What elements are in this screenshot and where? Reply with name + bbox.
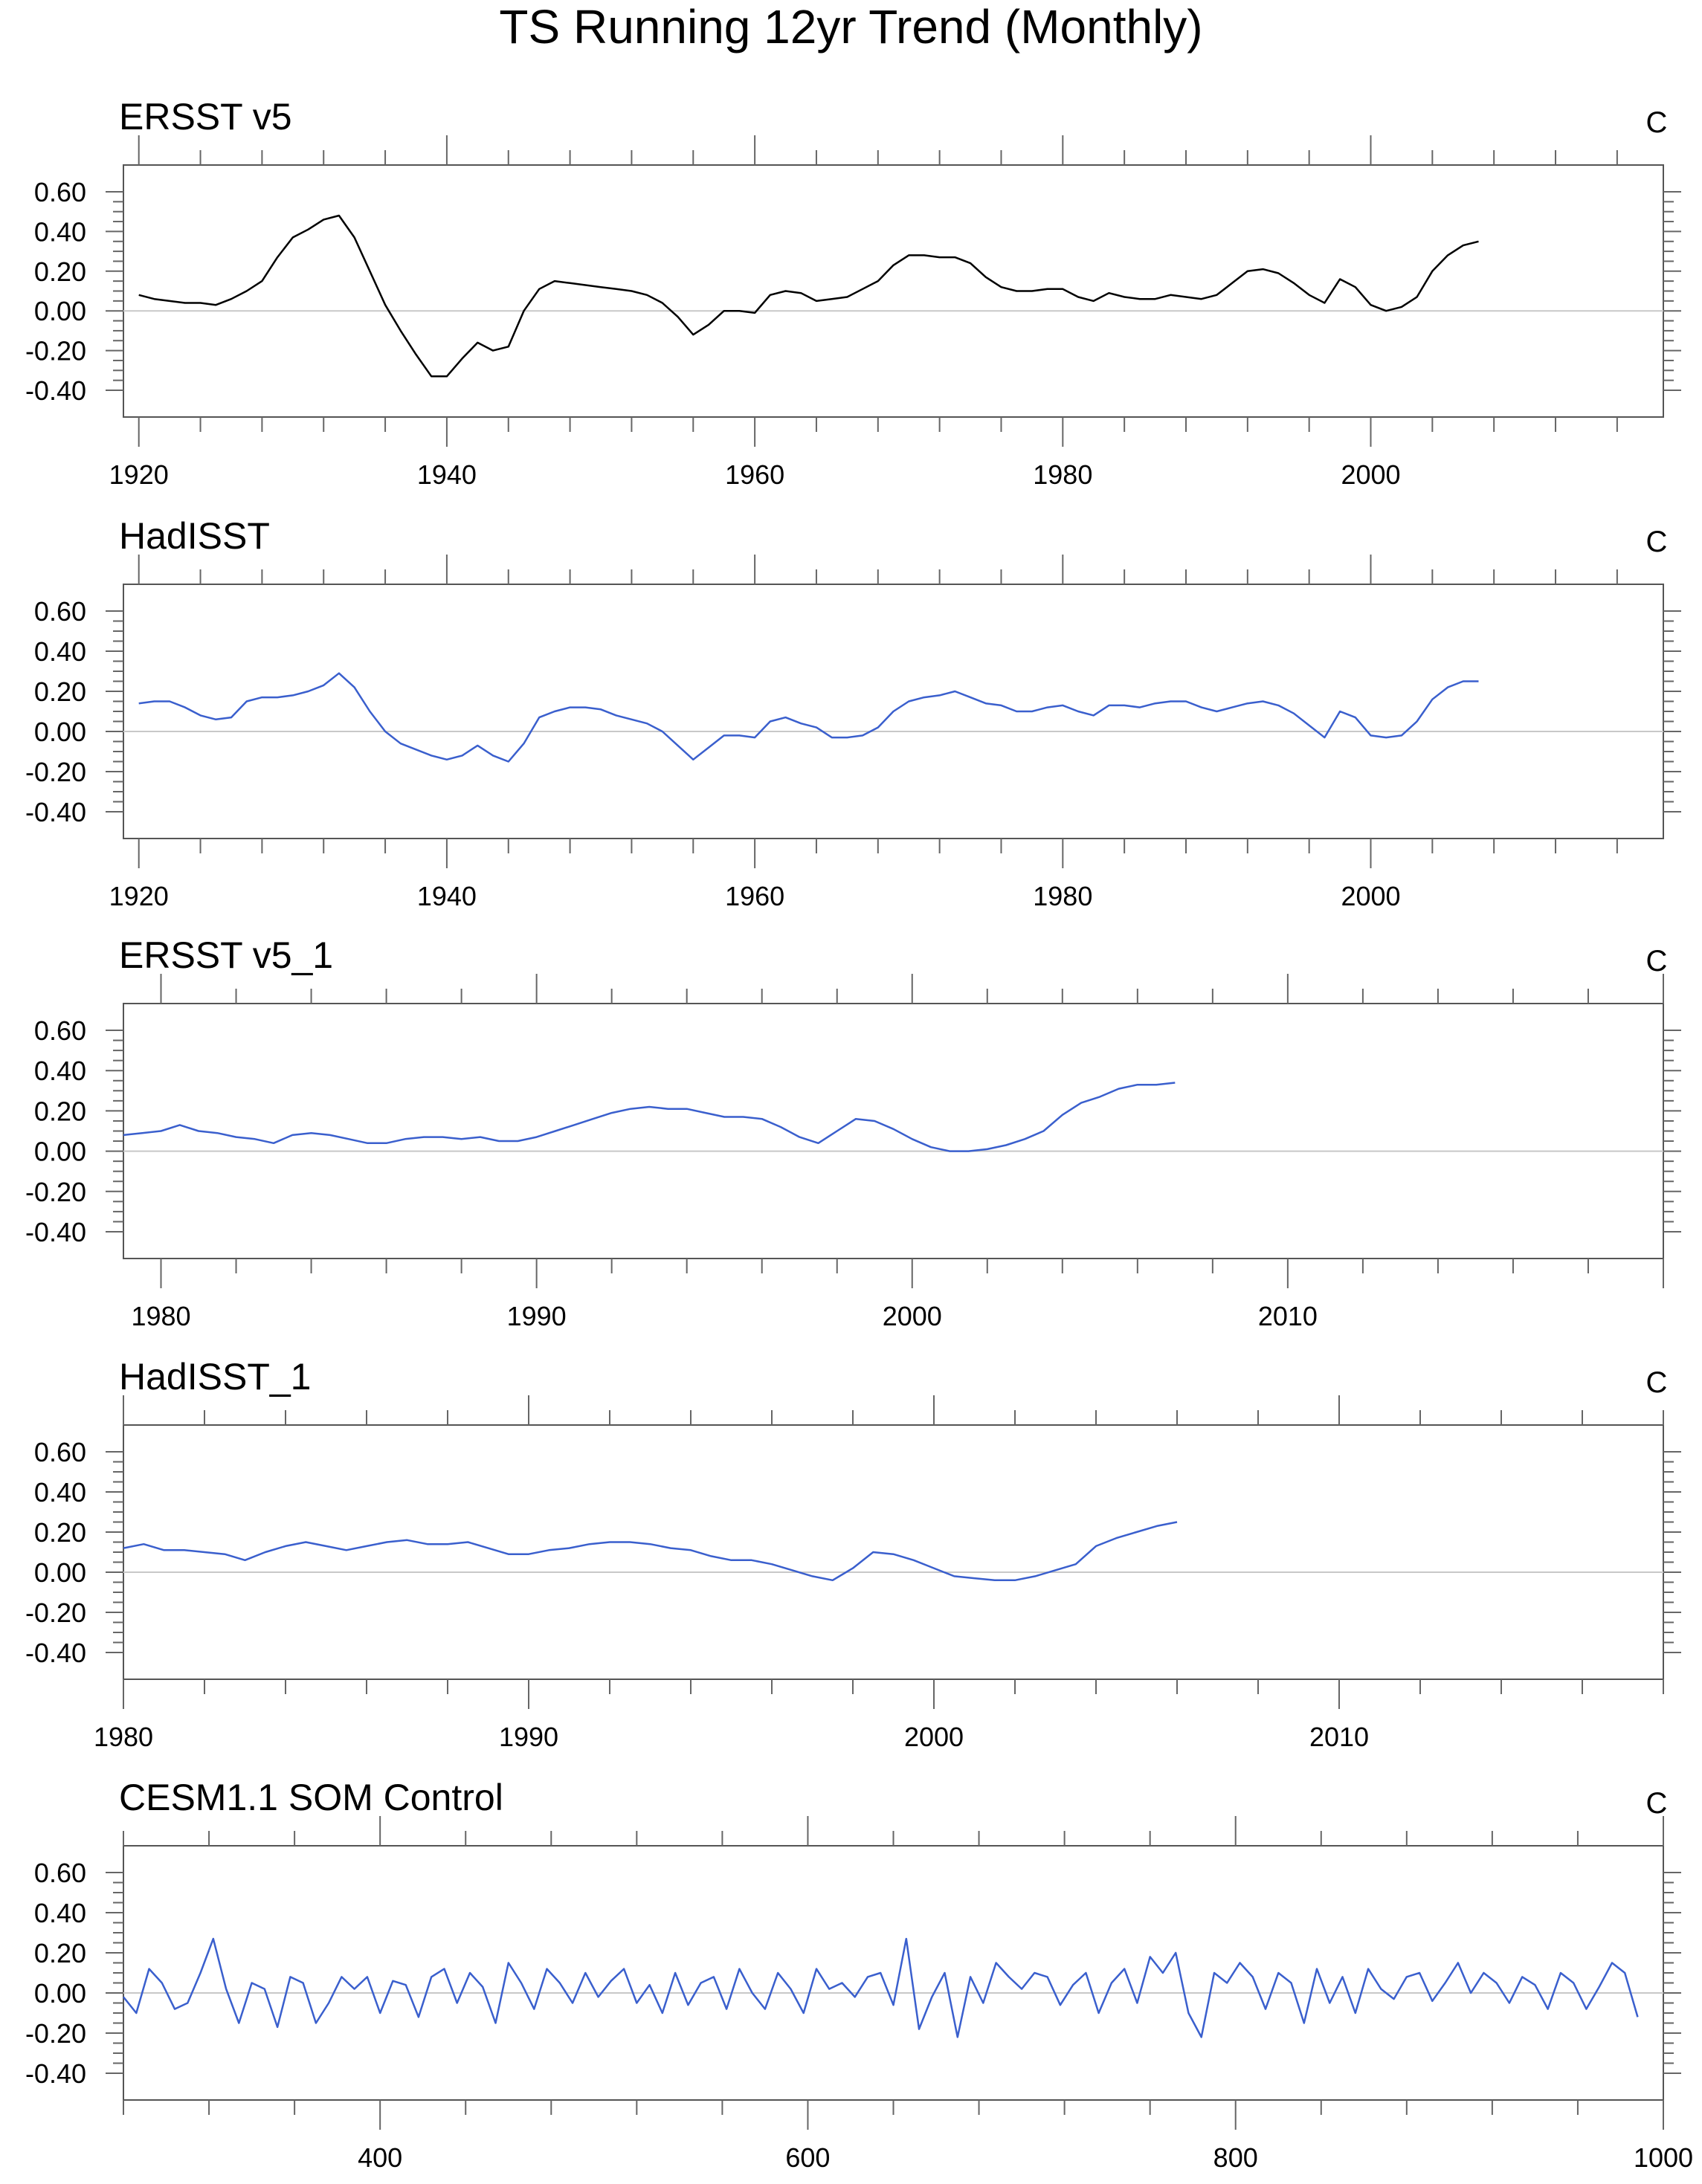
panel-title: CESM1.1 SOM Control [119, 1777, 503, 1818]
y-tick-label: 0.60 [34, 596, 86, 627]
y-tick-label: 0.00 [34, 717, 86, 747]
series-line [123, 1937, 1639, 2038]
x-tick-label: 1000 [1634, 2142, 1693, 2173]
panel-title: ERSST v5 [119, 96, 292, 138]
panel-title: HadISST_1 [119, 1356, 311, 1398]
y-tick-label: 0.40 [34, 1898, 86, 1928]
y-tick-label: 0.00 [34, 296, 86, 326]
y-tick-label: 0.00 [34, 1978, 86, 2009]
y-tick-label: -0.20 [25, 336, 86, 366]
plot-frame [123, 1845, 1664, 2101]
x-tick-label: 2000 [1341, 459, 1400, 490]
y-tick-label: 0.20 [34, 1517, 86, 1548]
x-tick-label: 1920 [109, 459, 169, 490]
units-label: C [1646, 106, 1668, 139]
series-line [138, 672, 1479, 763]
x-tick-label: 2010 [1258, 1301, 1318, 1331]
units-label: C [1646, 945, 1668, 978]
y-tick-label: 0.20 [34, 676, 86, 707]
y-tick-label: 0.60 [34, 177, 86, 207]
y-tick-label: 0.20 [34, 1096, 86, 1126]
x-tick-label: 1920 [109, 881, 169, 911]
y-tick-label: 0.40 [34, 636, 86, 667]
y-tick-label: 0.20 [34, 256, 86, 287]
y-tick-label: 0.40 [34, 1477, 86, 1508]
y-tick-label: -0.20 [25, 2018, 86, 2049]
plot-frame [123, 1003, 1664, 1259]
y-tick-label: -0.20 [25, 1177, 86, 1207]
x-tick-label: 2010 [1309, 1722, 1369, 1752]
x-tick-label: 800 [1213, 2142, 1258, 2173]
panel-title: HadISST [119, 515, 270, 557]
x-tick-label: 1940 [417, 459, 477, 490]
series-line [123, 1082, 1176, 1152]
x-tick-label: 1980 [1033, 459, 1092, 490]
y-tick-label: -0.40 [25, 1217, 86, 1247]
plot-frame [123, 164, 1664, 418]
x-tick-label: 1990 [499, 1722, 558, 1752]
x-tick-label: 1980 [94, 1722, 153, 1752]
y-tick-label: 0.40 [34, 216, 86, 247]
x-tick-label: 2000 [904, 1722, 964, 1752]
y-tick-label: -0.40 [25, 797, 86, 827]
y-tick-label: 0.60 [34, 1015, 86, 1046]
y-tick-label: -0.40 [25, 2058, 86, 2089]
units-label: C [1646, 1787, 1668, 1820]
figure-title: TS Running 12yr Trend (Monthly) [499, 0, 1203, 54]
y-tick-label: -0.20 [25, 757, 86, 787]
x-tick-label: 1990 [507, 1301, 567, 1331]
series-line [123, 1521, 1178, 1582]
units-label: C [1646, 1366, 1668, 1399]
units-label: C [1646, 526, 1668, 558]
y-tick-label: 0.60 [34, 1858, 86, 1888]
x-tick-label: 2000 [883, 1301, 942, 1331]
x-tick-label: 1960 [725, 459, 784, 490]
y-tick-label: -0.40 [25, 1638, 86, 1668]
x-tick-label: 1980 [1033, 881, 1092, 911]
plot-frame [123, 1424, 1664, 1680]
x-tick-label: 1960 [725, 881, 784, 911]
y-tick-label: 0.00 [34, 1557, 86, 1588]
y-tick-label: 0.20 [34, 1938, 86, 1968]
x-tick-label: 1980 [131, 1301, 190, 1331]
panel-title: ERSST v5_1 [119, 934, 333, 976]
x-tick-label: 1940 [417, 881, 477, 911]
x-tick-label: 2000 [1341, 881, 1400, 911]
y-tick-label: -0.20 [25, 1597, 86, 1628]
y-tick-label: -0.40 [25, 375, 86, 406]
y-tick-label: 0.00 [34, 1137, 86, 1167]
x-tick-label: 400 [358, 2142, 402, 2173]
y-tick-label: 0.60 [34, 1437, 86, 1467]
x-tick-label: 600 [785, 2142, 830, 2173]
y-tick-label: 0.40 [34, 1056, 86, 1086]
series-line [138, 214, 1479, 378]
